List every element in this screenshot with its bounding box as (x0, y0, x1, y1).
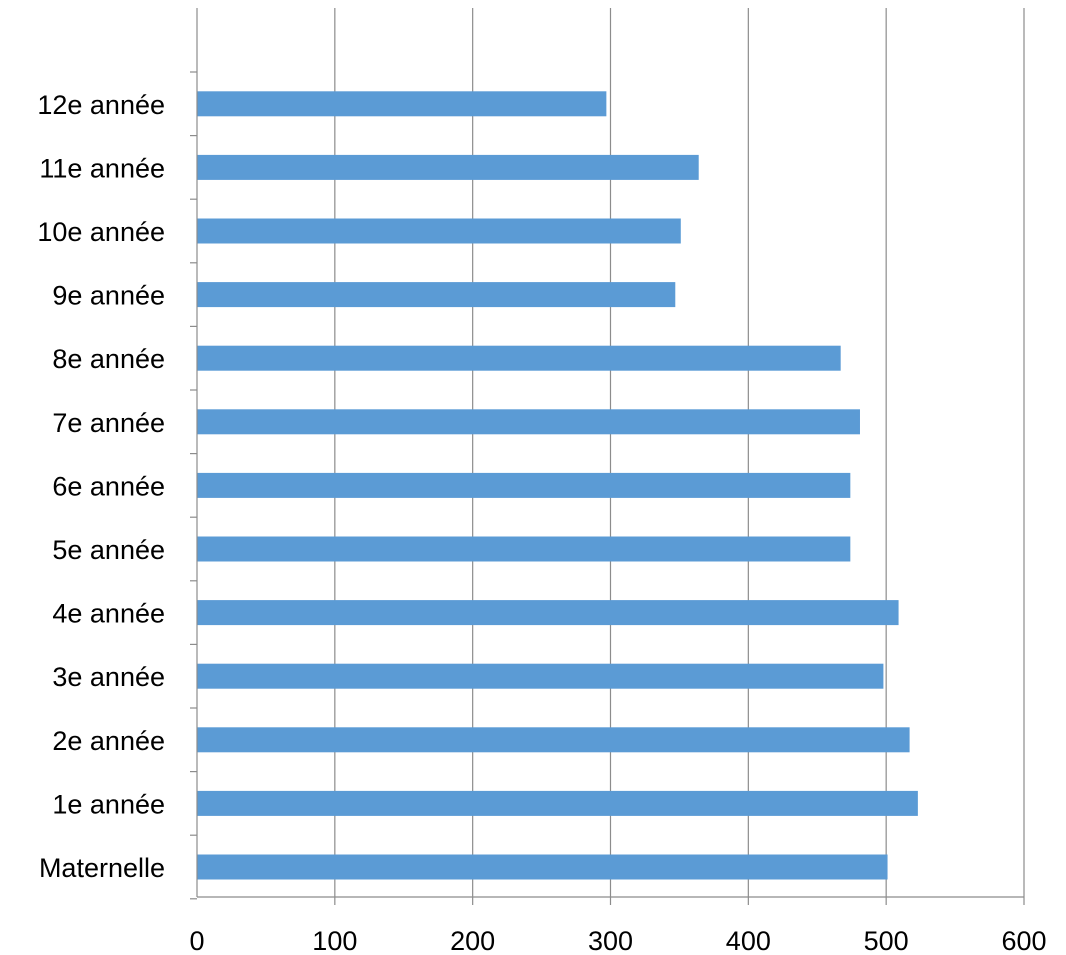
x-tick-label: 600 (1001, 926, 1046, 955)
bar (197, 154, 699, 180)
bar (197, 218, 681, 244)
gridlines (334, 8, 1025, 905)
bars (197, 91, 918, 880)
category-label: 9e année (52, 281, 165, 311)
bar (197, 727, 910, 753)
bar (197, 854, 888, 880)
category-label: 12e année (37, 90, 165, 120)
bar (197, 91, 607, 117)
labels: 0 100 200 300 400 500 600 Maternelle 1e année 2e … (37, 90, 1046, 955)
x-tick-label: 500 (864, 926, 909, 955)
category-label: 10e année (37, 217, 165, 247)
category-label: 6e année (52, 471, 165, 501)
category-label: 5e année (52, 535, 165, 565)
x-tick-label: 300 (588, 926, 633, 955)
category-label: Maternelle (39, 853, 165, 883)
category-label: 11e année (39, 153, 165, 183)
category-label: 8e année (52, 344, 165, 374)
axes (190, 8, 1024, 900)
category-label: 4e année (52, 599, 165, 629)
category-label: 2e année (52, 726, 165, 756)
bar (197, 345, 841, 371)
bar (197, 536, 851, 562)
bar (197, 663, 884, 689)
bar (197, 409, 860, 435)
x-tick-label: 0 (189, 926, 204, 955)
bar (197, 282, 676, 308)
x-tick-label: 100 (312, 926, 357, 955)
x-tick-label: 200 (450, 926, 495, 955)
category-label: 1e année (52, 789, 165, 819)
category-label: 3e année (52, 662, 165, 692)
bar (197, 600, 899, 626)
x-tick-label: 400 (726, 926, 771, 955)
bar (197, 790, 918, 816)
category-label: 7e année (52, 408, 165, 438)
bar (197, 472, 851, 498)
